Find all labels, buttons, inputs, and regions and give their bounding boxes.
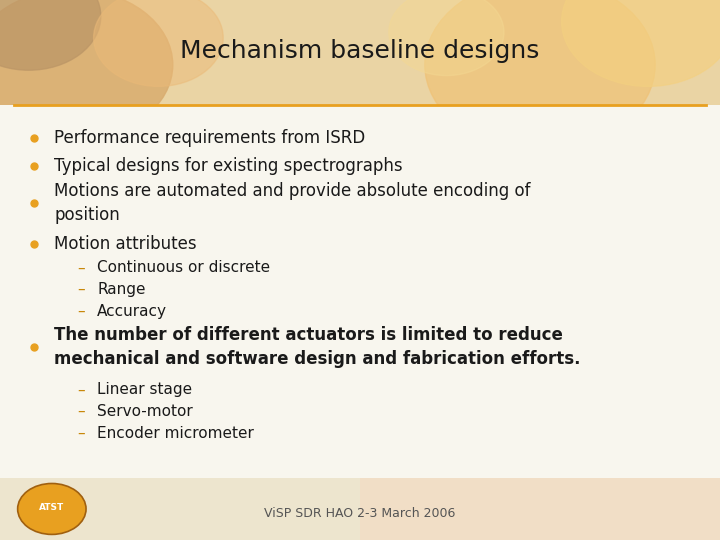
Circle shape bbox=[425, 0, 655, 151]
Circle shape bbox=[562, 0, 720, 86]
Text: –: – bbox=[77, 282, 85, 297]
Text: Servo-motor: Servo-motor bbox=[97, 404, 193, 419]
Text: ATST: ATST bbox=[39, 503, 65, 512]
Circle shape bbox=[389, 0, 504, 76]
Text: Mechanism baseline designs: Mechanism baseline designs bbox=[180, 38, 540, 63]
Text: Encoder micrometer: Encoder micrometer bbox=[97, 426, 254, 441]
FancyBboxPatch shape bbox=[0, 105, 720, 478]
Ellipse shape bbox=[17, 483, 86, 535]
Text: Typical designs for existing spectrographs: Typical designs for existing spectrograp… bbox=[54, 157, 402, 175]
Circle shape bbox=[94, 0, 223, 86]
Text: –: – bbox=[77, 303, 85, 319]
FancyBboxPatch shape bbox=[0, 0, 720, 105]
Circle shape bbox=[0, 0, 101, 70]
Text: Motion attributes: Motion attributes bbox=[54, 235, 197, 253]
Text: Continuous or discrete: Continuous or discrete bbox=[97, 260, 270, 275]
Circle shape bbox=[0, 0, 173, 140]
FancyBboxPatch shape bbox=[0, 478, 720, 540]
Text: Linear stage: Linear stage bbox=[97, 382, 192, 397]
Text: –: – bbox=[77, 426, 85, 441]
FancyBboxPatch shape bbox=[0, 0, 720, 105]
Text: –: – bbox=[77, 382, 85, 397]
Text: Performance requirements from ISRD: Performance requirements from ISRD bbox=[54, 129, 365, 147]
Text: Accuracy: Accuracy bbox=[97, 303, 167, 319]
Text: ViSP SDR HAO 2-3 March 2006: ViSP SDR HAO 2-3 March 2006 bbox=[264, 508, 456, 521]
FancyBboxPatch shape bbox=[360, 478, 720, 540]
Text: The number of different actuators is limited to reduce
mechanical and software d: The number of different actuators is lim… bbox=[54, 326, 580, 368]
Text: –: – bbox=[77, 260, 85, 275]
Text: Motions are automated and provide absolute encoding of
position: Motions are automated and provide absolu… bbox=[54, 182, 531, 224]
Text: –: – bbox=[77, 404, 85, 419]
Text: Range: Range bbox=[97, 282, 145, 297]
